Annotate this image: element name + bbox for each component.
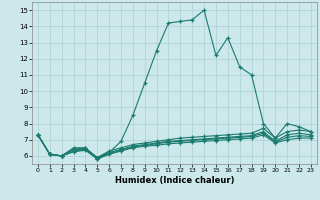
X-axis label: Humidex (Indice chaleur): Humidex (Indice chaleur) — [115, 176, 234, 185]
